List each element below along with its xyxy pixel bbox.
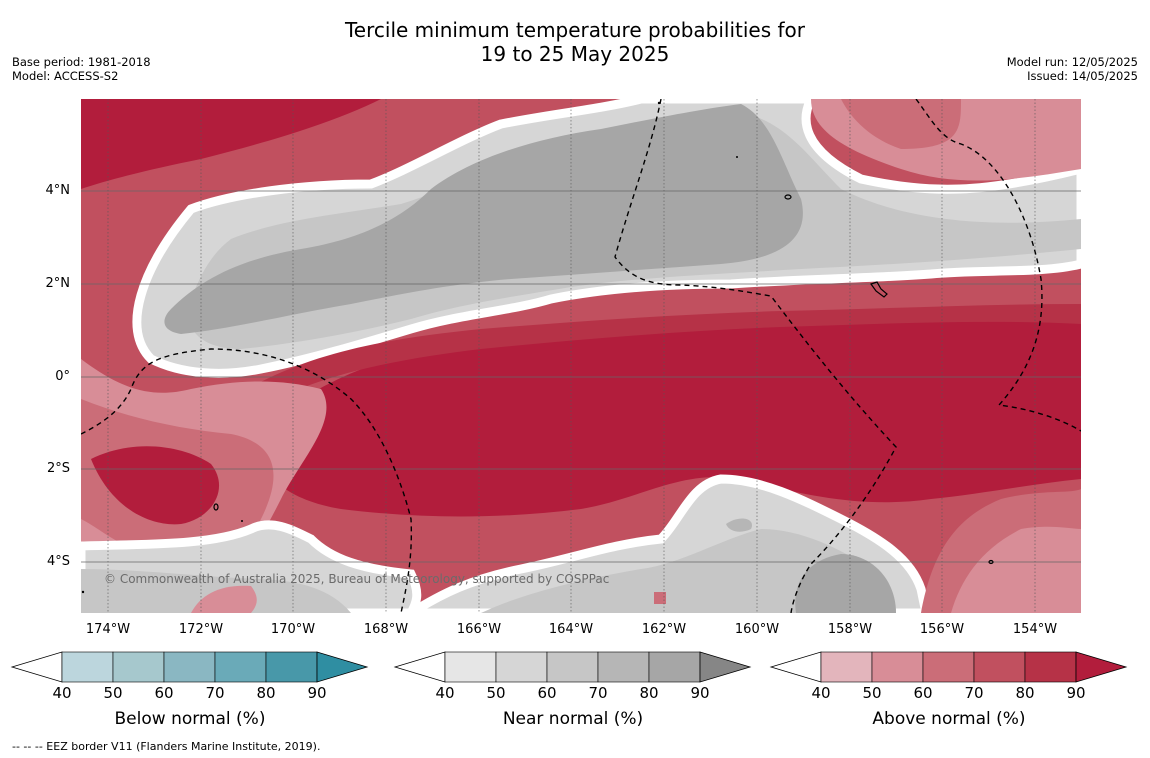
colorbar-segment [871,651,924,683]
region-above-west-dark [91,446,220,525]
colorbar-tick: 80 [1015,684,1035,702]
region-near-south-darkest [795,554,896,613]
region-above-northeast-mid [841,99,961,149]
colorbar-tick: 50 [862,684,882,702]
colorbar-label-near: Near normal (%) [502,709,644,729]
colorbar-extend-high [699,651,752,683]
title-line-1: Tercile minimum temperature probabilitie… [344,18,806,42]
colorbar-extend-high [1075,651,1128,683]
colorbars [10,651,1128,683]
colorbar-segment [163,651,216,683]
colorbar-tick: 60 [154,684,174,702]
title-line-2: 19 to 25 May 2025 [480,42,670,66]
colorbar-segment [820,651,873,683]
lat-label: 0° [55,369,70,384]
colorbar-near [393,651,752,683]
region-above-patch [654,592,666,604]
lat-label: 4°N [45,183,71,198]
colorbar-label-above: Above normal (%) [872,709,1026,729]
colorbar-tick: 60 [913,684,933,702]
probability-map [81,99,1081,613]
colorbar-segment [597,651,650,683]
island-dots [81,101,738,594]
map-title: Tercile minimum temperature probabilitie… [0,18,1150,66]
colorbar-tick: 80 [256,684,276,702]
region-above-south-patch [191,585,257,613]
colorbar-label-below: Below normal (%) [114,709,266,729]
eez-legend-footer: -- -- -- EEZ border V11 (Flanders Marine… [12,740,321,753]
model-run: Model run: 12/05/2025 [1006,55,1138,69]
colorbar-segment [61,651,114,683]
lon-label: 172°W [178,622,224,637]
model-name: Model: ACCESS-S2 [12,69,119,83]
issued-date: Issued: 14/05/2025 [1027,69,1138,83]
colorbar-below [10,651,369,683]
colorbar-extend-low [10,651,63,683]
lon-label: 168°W [363,622,409,637]
colorbar-tick: 70 [964,684,984,702]
region-above-central [259,311,1081,517]
meta-right: Model run: 12/05/2025 Issued: 14/05/2025 [1007,55,1138,83]
region-near-south-patch [726,518,752,532]
colorbar-segment [214,651,267,683]
region-above-north-west [81,99,381,189]
graticule [107,99,1036,613]
region-near-north-core [164,104,803,334]
lat-label: 2°S [46,461,70,476]
colorbar-extend-low [769,651,822,683]
colorbar-tick: 80 [639,684,659,702]
colorbar-tick: 50 [103,684,123,702]
lon-label: 154°W [1012,622,1058,637]
colorbar-segment [922,651,975,683]
base-period: Base period: 1981-2018 [12,55,151,69]
lon-label: 166°W [456,622,502,637]
colorbar-tick: 60 [537,684,557,702]
eez-borders [81,99,1081,613]
lon-label: 160°W [734,622,780,637]
colorbar-tick: 40 [435,684,455,702]
colorbar-tick: 40 [52,684,72,702]
meta-left: Base period: 1981-2018 Model: ACCESS-S2 [12,55,151,83]
region-near-south-core [481,529,896,613]
colorbar-segment [265,651,318,683]
colorbar-segment [112,651,165,683]
colorbar-tick: 70 [205,684,225,702]
colorbar-segment [648,651,701,683]
lon-label: 164°W [548,622,594,637]
colorbar-segment [444,651,497,683]
lon-label: 158°W [827,622,873,637]
latitude-lines [81,190,1081,563]
lat-label: 2°N [45,276,71,291]
colorbar-segment [546,651,599,683]
colorbar-tick: 90 [1066,684,1086,702]
colorbar-extend-low [393,651,446,683]
lon-label: 156°W [919,622,965,637]
colorbar-extend-high [316,651,369,683]
colorbar-segment [495,651,548,683]
region-above-central-inner [231,304,1081,419]
colorbar-tick: 40 [811,684,831,702]
colorbar-segment [973,651,1026,683]
colorbar-segment [1024,651,1077,683]
colorbar-tick: 50 [486,684,506,702]
map-credit: © Commonwealth of Australia 2025, Bureau… [104,572,610,586]
colorbar-above [769,651,1128,683]
lon-label: 174°W [85,622,131,637]
islands [213,194,994,565]
lat-label: 4°S [46,554,70,569]
colorbar-tick: 90 [307,684,327,702]
lon-label: 170°W [270,622,316,637]
region-above-southeast-light [951,526,1081,613]
colorbar-tick: 70 [588,684,608,702]
colorbar-tick: 90 [690,684,710,702]
lon-label: 162°W [641,622,687,637]
